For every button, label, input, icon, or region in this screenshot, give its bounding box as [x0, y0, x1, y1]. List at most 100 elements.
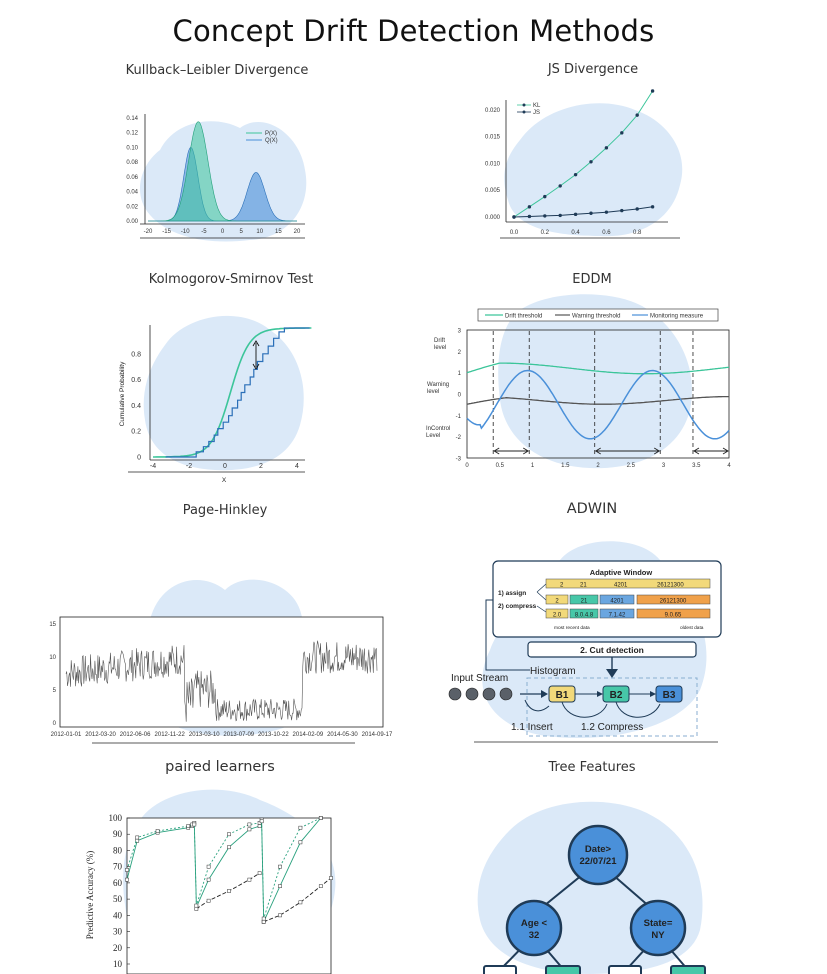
js-point	[650, 89, 655, 93]
adwin-row2-c2	[569, 594, 599, 605]
eddm-incontrol-level-label-1: InControl	[426, 426, 450, 432]
js-legend-js: JS	[533, 110, 540, 116]
adwin-row2-c1	[545, 594, 569, 605]
ks-chart: 0 0.2 0.4 0.6 0.8 -4 -2 0 2 4 Cumulative Probabi…	[119, 325, 312, 484]
paired-marker	[259, 819, 264, 824]
ph-x-tick: 2014-05-30	[327, 732, 358, 738]
ph-x-tick: 2012-06-06	[120, 732, 151, 738]
ks-y-tick-labels: 0 0.2 0.4 0.6 0.8	[131, 351, 141, 461]
kl-y-tick: 0.08	[126, 160, 138, 166]
ks-y-tick: 0.6	[131, 377, 141, 384]
ks-x-tick: -4	[150, 463, 156, 470]
kl-y-tick: 0.14	[126, 116, 138, 122]
paired-marker	[298, 900, 303, 905]
adwin-row2-c3	[599, 594, 635, 605]
js-y-tick: 0.005	[485, 188, 501, 194]
paired-marker	[206, 864, 211, 869]
eddm-x-tick: 4	[727, 463, 731, 469]
paired-y-tick: 80	[113, 845, 123, 855]
paired-y-tick: 50	[113, 894, 123, 904]
eddm-drift-markers	[492, 331, 694, 457]
js-point	[543, 214, 547, 218]
kl-x-tick: -5	[201, 229, 207, 235]
eddm-x-tick: 1	[531, 463, 535, 469]
kl-x-tick: -10	[181, 229, 190, 235]
eddm-x-tick: 3.5	[692, 463, 701, 469]
paired-y-tick: 70	[113, 862, 123, 872]
compress-curve-2	[615, 701, 661, 718]
compress-label: 2) compress	[498, 603, 537, 610]
stream-dot-1	[448, 687, 462, 701]
ph-x-tick: 2014-09-17	[362, 732, 393, 738]
kl-chart: 0.000.020.040.060.080.100.120.14 -20 -15-…	[126, 114, 305, 239]
eddm-x-tick: 0.5	[496, 463, 505, 469]
js-point	[527, 214, 532, 219]
compress-step-label: 1.2 Compress	[581, 722, 643, 733]
paired-marker	[261, 916, 266, 921]
oldest-label: oldest data	[680, 625, 704, 631]
paired-marker	[318, 884, 323, 888]
tree-root-node	[567, 824, 629, 886]
stream-dot-2	[465, 687, 479, 701]
kl-y-tick-labels: 0.00 0.02 0.04 0.06 0.08 0.10 0.12 0.14	[126, 116, 138, 225]
input-stream-label: Input Stream	[451, 673, 508, 684]
ks-x-label: X	[222, 477, 227, 484]
kl-x-tick: -15	[162, 229, 171, 235]
tree-leaf-2	[545, 965, 581, 974]
paired-marker	[257, 871, 262, 876]
eddm-y-tick: 1	[458, 371, 462, 377]
js-x-tick: 0.4	[571, 230, 580, 236]
adwin-row3-c2	[569, 608, 599, 619]
tree-root-line1: Date>	[585, 844, 612, 855]
adwin-row2-v4: 26121300	[660, 599, 687, 605]
eddm-y-tick: -2	[456, 435, 462, 441]
kl-y-tick: 0.04	[126, 190, 138, 196]
ph-y-tick-labels: 15 10 5 0	[49, 622, 56, 727]
paired-marker	[227, 889, 231, 893]
js-point	[558, 184, 562, 188]
eddm-interval-head	[493, 447, 530, 455]
blob-js	[504, 103, 683, 237]
page-title: Concept Drift Detection Methods	[172, 14, 655, 48]
paired-marker	[278, 913, 282, 918]
ph-title: Page-Hinkley	[182, 503, 268, 518]
tree-right-node	[629, 899, 687, 957]
histogram-label: Histogram	[530, 666, 576, 677]
adwin-row2-v2: 21	[581, 599, 588, 605]
js-point	[620, 131, 624, 135]
ph-x-tick: 2012-03-20	[85, 732, 116, 738]
paired-marker	[298, 840, 303, 845]
eddm-y-tick: -1	[456, 414, 462, 420]
js-point	[512, 215, 516, 219]
adwin-row2-v1: 2	[555, 599, 559, 605]
js-y-tick: 0.010	[485, 161, 501, 167]
adwin-row3-v4: 9.0.65	[665, 613, 682, 619]
eddm-x-tick: 2.5	[627, 463, 636, 469]
paired-y-label: Predictive Accuracy (%)	[85, 851, 95, 939]
paired-series	[125, 816, 333, 924]
paired-marker	[247, 827, 252, 832]
eddm-y-tick: 2	[458, 350, 462, 356]
cut-arrow-head	[606, 669, 618, 678]
kl-x-tick: 0	[221, 229, 225, 235]
eddm-legend-box	[477, 308, 719, 322]
ph-series	[65, 640, 378, 722]
eddm-series-warning	[466, 395, 729, 405]
paired-marker	[298, 825, 303, 830]
eddm-drift-level-label-2: level	[434, 345, 446, 351]
kl-y-tick: 0.12	[126, 131, 138, 137]
ks-arrow-heads	[252, 340, 260, 370]
feedback-line	[485, 599, 530, 671]
js-x-tick: 0.6	[602, 230, 611, 236]
stream-dot-4	[499, 687, 513, 701]
insert-curve	[524, 699, 550, 712]
paired-y-tick: 90	[113, 829, 123, 839]
ph-x-tick: 2013-03-10	[189, 732, 220, 738]
tree-root-line2: 22/07/21	[580, 856, 618, 867]
paired-marker	[278, 864, 282, 869]
paired-marker	[247, 877, 252, 882]
js-point	[635, 113, 639, 117]
adwin-row3-v2: 8.0.4.8	[575, 613, 594, 619]
